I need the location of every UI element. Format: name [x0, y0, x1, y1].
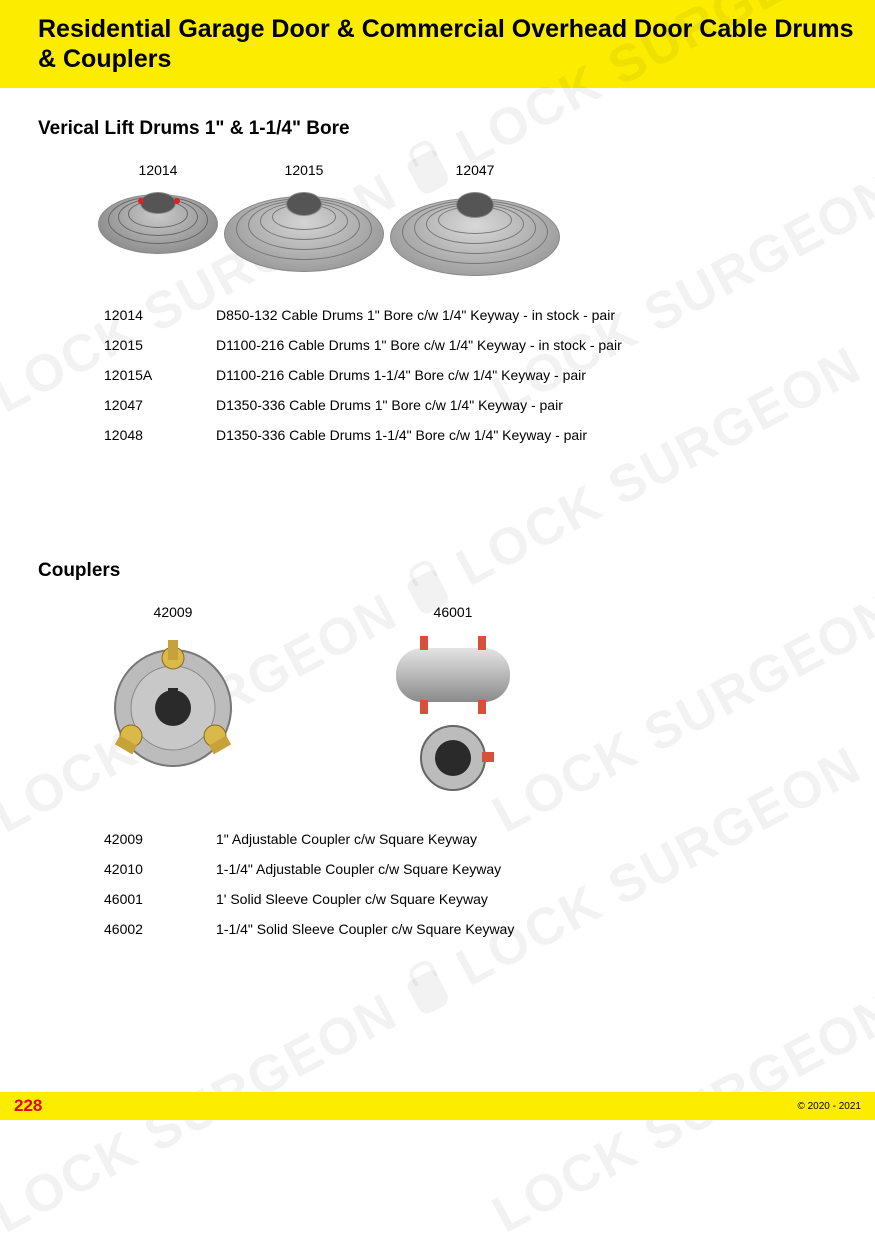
- section-couplers: Couplers 42009: [38, 560, 837, 944]
- product-image: 12047: [390, 162, 560, 276]
- section-heading-couplers: Couplers: [38, 560, 837, 582]
- product-label: 42009: [154, 604, 193, 620]
- spec-code: 12047: [104, 397, 216, 413]
- product-label: 12047: [456, 162, 495, 178]
- spec-code: 12048: [104, 427, 216, 443]
- copyright: © 2020 - 2021: [797, 1101, 861, 1112]
- drum-images: 12014 12015 12047: [98, 162, 837, 276]
- table-row: 12048 D1350-336 Cable Drums 1-1/4" Bore …: [104, 420, 837, 450]
- coupler-icon: [368, 630, 538, 800]
- spec-desc: 1" Adjustable Coupler c/w Square Keyway: [216, 831, 477, 847]
- table-row: 12015 D1100-216 Cable Drums 1" Bore c/w …: [104, 330, 837, 360]
- spec-desc: D1350-336 Cable Drums 1" Bore c/w 1/4" K…: [216, 397, 563, 413]
- table-row: 42010 1-1/4" Adjustable Coupler c/w Squa…: [104, 854, 837, 884]
- product-label: 12015: [285, 162, 324, 178]
- spec-desc: 1-1/4" Adjustable Coupler c/w Square Key…: [216, 861, 501, 877]
- drum-icon: [98, 184, 218, 254]
- spec-desc: D1100-216 Cable Drums 1" Bore c/w 1/4" K…: [216, 337, 622, 353]
- table-row: 12015A D1100-216 Cable Drums 1-1/4" Bore…: [104, 360, 837, 390]
- content: Verical Lift Drums 1" & 1-1/4" Bore 1201…: [0, 88, 875, 944]
- product-image: 42009: [98, 604, 248, 800]
- spec-code: 42010: [104, 861, 216, 877]
- product-image: 12015: [224, 162, 384, 276]
- table-row: 46001 1' Solid Sleeve Coupler c/w Square…: [104, 884, 837, 914]
- spec-code: 46001: [104, 891, 216, 907]
- spec-desc: 1' Solid Sleeve Coupler c/w Square Keywa…: [216, 891, 488, 907]
- product-label: 12014: [139, 162, 178, 178]
- section-heading-drums: Verical Lift Drums 1" & 1-1/4" Bore: [38, 118, 837, 140]
- couplers-spec-table: 42009 1" Adjustable Coupler c/w Square K…: [104, 824, 837, 944]
- spec-code: 46002: [104, 921, 216, 937]
- page-number: 228: [14, 1096, 42, 1116]
- spec-code: 12015: [104, 337, 216, 353]
- spec-desc: 1-1/4" Solid Sleeve Coupler c/w Square K…: [216, 921, 514, 937]
- product-label: 46001: [434, 604, 473, 620]
- drums-spec-table: 12014 D850-132 Cable Drums 1" Bore c/w 1…: [104, 300, 837, 450]
- product-image: 46001: [368, 604, 538, 800]
- table-row: 12014 D850-132 Cable Drums 1" Bore c/w 1…: [104, 300, 837, 330]
- spec-desc: D1100-216 Cable Drums 1-1/4" Bore c/w 1/…: [216, 367, 586, 383]
- spec-code: 12014: [104, 307, 216, 323]
- table-row: 46002 1-1/4" Solid Sleeve Coupler c/w Sq…: [104, 914, 837, 944]
- table-row: 12047 D1350-336 Cable Drums 1" Bore c/w …: [104, 390, 837, 420]
- page-title: Residential Garage Door & Commercial Ove…: [38, 14, 857, 74]
- drum-icon: [390, 184, 560, 276]
- spec-desc: D850-132 Cable Drums 1" Bore c/w 1/4" Ke…: [216, 307, 615, 323]
- table-row: 42009 1" Adjustable Coupler c/w Square K…: [104, 824, 837, 854]
- spec-code: 42009: [104, 831, 216, 847]
- spec-desc: D1350-336 Cable Drums 1-1/4" Bore c/w 1/…: [216, 427, 587, 443]
- coupler-images: 42009 46: [98, 604, 837, 800]
- drum-icon: [224, 184, 384, 272]
- coupler-icon: [98, 630, 248, 780]
- footer-bar: 228 © 2020 - 2021: [0, 1092, 875, 1120]
- header-bar: Residential Garage Door & Commercial Ove…: [0, 0, 875, 88]
- spec-code: 12015A: [104, 367, 216, 383]
- product-image: 12014: [98, 162, 218, 276]
